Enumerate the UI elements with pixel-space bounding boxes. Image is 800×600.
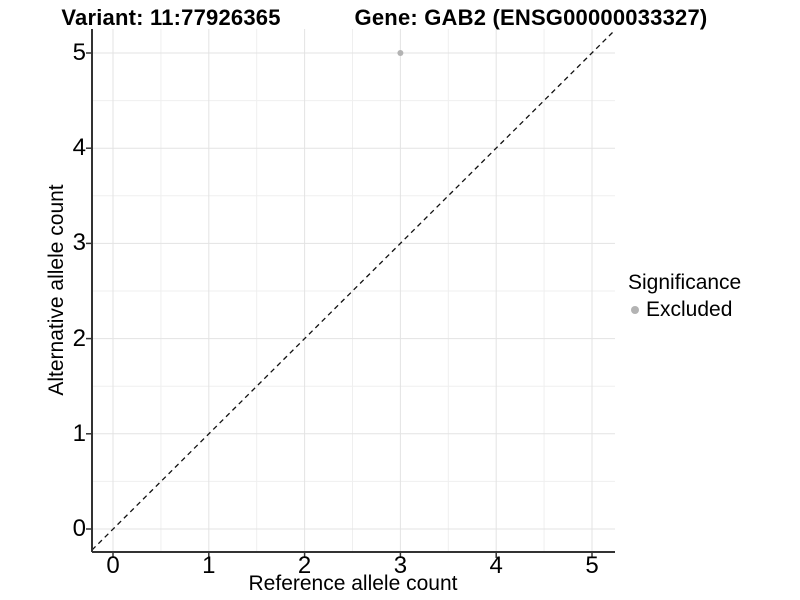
x-tick-label: 4	[489, 552, 503, 579]
y-tick-label: 2	[72, 324, 86, 352]
plot-panel	[86, 29, 616, 558]
excluded-point-icon	[631, 306, 639, 314]
x-tick-label: 5	[585, 552, 599, 579]
x-tick-label: 2	[297, 552, 312, 579]
plot-title-gene: Gene: GAB2 (ENSG00000033327)	[354, 5, 708, 30]
y-tick-label: 1	[72, 419, 86, 447]
legend-item-label: Excluded	[646, 298, 733, 321]
x-tick-label: 0	[106, 552, 120, 579]
y-tick-label: 5	[72, 39, 86, 66]
y-tick-label: 4	[72, 134, 86, 162]
plot-title-variant: Variant: 11:77926365	[61, 5, 281, 30]
y-tick-label: 3	[72, 229, 86, 257]
identity-reference-line	[91, 29, 616, 551]
y-tick-label: 0	[72, 515, 86, 542]
x-tick-label: 1	[202, 552, 216, 579]
data-point	[397, 50, 404, 56]
y-axis-label: Alternative allele count	[45, 184, 68, 396]
legend-title: Significance	[628, 271, 742, 294]
x-axis-label: Reference allele count	[248, 572, 458, 595]
legend-item-excluded: Excluded	[628, 298, 741, 322]
x-tick-label: 3	[393, 552, 408, 579]
legend: Significance Excluded	[628, 271, 741, 322]
